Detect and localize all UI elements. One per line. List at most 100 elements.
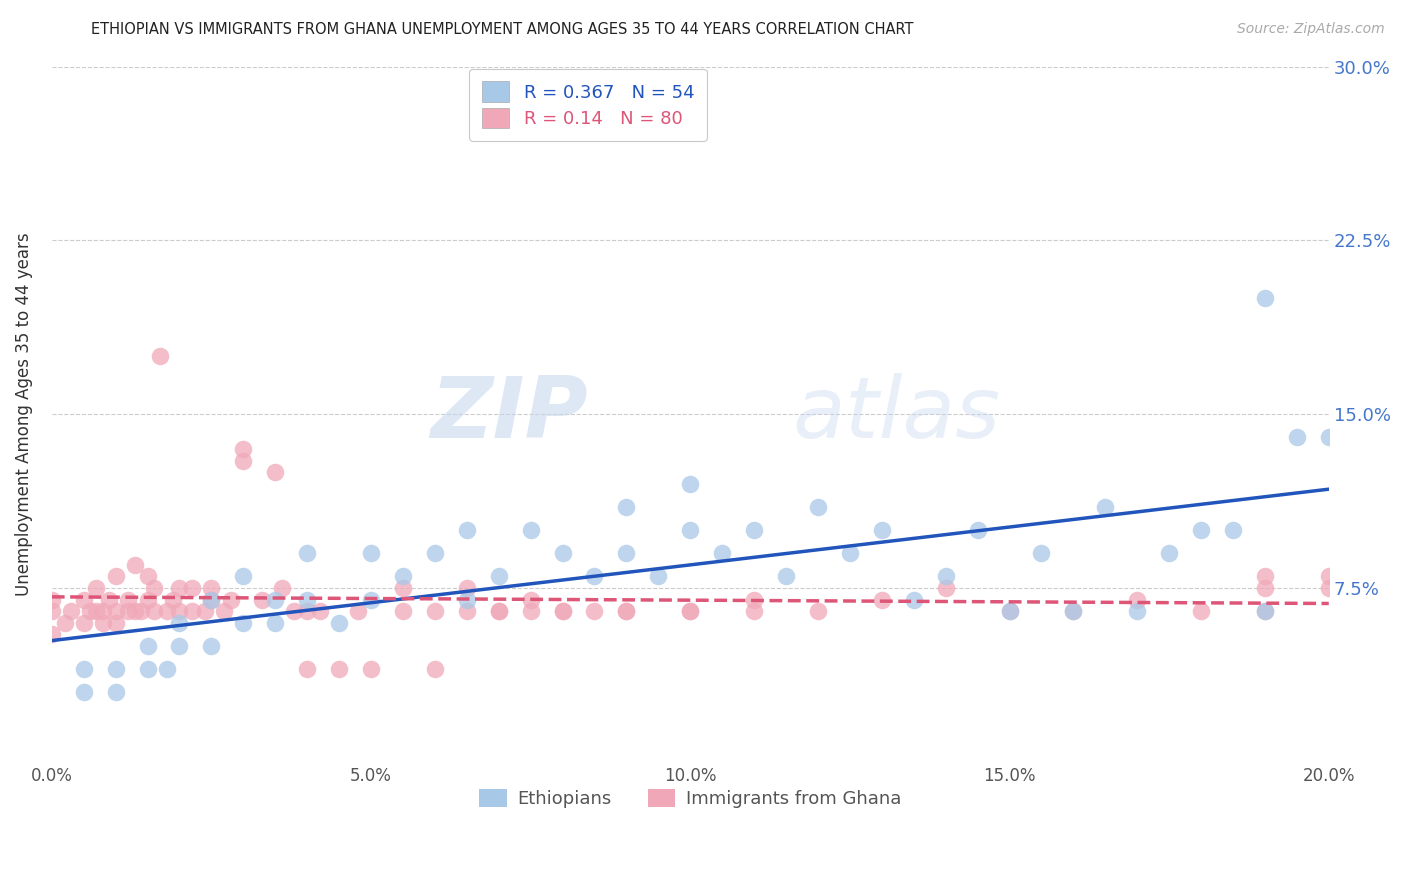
Point	[870, 523, 893, 537]
Point	[1126, 592, 1149, 607]
Point	[1159, 546, 1181, 560]
Point	[264, 465, 287, 479]
Point	[149, 349, 172, 363]
Point	[73, 615, 96, 630]
Point	[1317, 430, 1340, 444]
Point	[200, 592, 222, 607]
Point	[742, 523, 765, 537]
Point	[966, 523, 988, 537]
Point	[309, 604, 332, 618]
Point	[1189, 604, 1212, 618]
Point	[136, 639, 159, 653]
Point	[935, 581, 957, 595]
Point	[807, 604, 830, 618]
Point	[59, 604, 82, 618]
Point	[295, 662, 318, 676]
Point	[124, 558, 146, 572]
Point	[252, 592, 274, 607]
Point	[136, 592, 159, 607]
Point	[423, 662, 446, 676]
Text: ZIP: ZIP	[430, 373, 588, 456]
Point	[91, 604, 114, 618]
Point	[104, 569, 127, 583]
Point	[1126, 604, 1149, 618]
Point	[519, 604, 541, 618]
Point	[935, 569, 957, 583]
Point	[104, 662, 127, 676]
Point	[124, 604, 146, 618]
Point	[169, 615, 191, 630]
Point	[488, 569, 510, 583]
Point	[295, 546, 318, 560]
Text: atlas: atlas	[793, 373, 1001, 456]
Y-axis label: Unemployment Among Ages 35 to 44 years: Unemployment Among Ages 35 to 44 years	[15, 233, 32, 596]
Point	[283, 604, 305, 618]
Point	[73, 685, 96, 699]
Point	[1254, 291, 1277, 305]
Point	[328, 615, 350, 630]
Point	[998, 604, 1021, 618]
Point	[616, 604, 638, 618]
Point	[347, 604, 370, 618]
Point	[181, 581, 204, 595]
Point	[232, 453, 254, 467]
Point	[1189, 523, 1212, 537]
Point	[392, 581, 415, 595]
Point	[1222, 523, 1244, 537]
Point	[156, 604, 179, 618]
Point	[264, 615, 287, 630]
Point	[104, 685, 127, 699]
Point	[1317, 569, 1340, 583]
Point	[488, 604, 510, 618]
Point	[1254, 604, 1277, 618]
Point	[200, 592, 222, 607]
Point	[519, 523, 541, 537]
Point	[679, 523, 702, 537]
Point	[232, 615, 254, 630]
Point	[488, 604, 510, 618]
Point	[129, 604, 152, 618]
Point	[1317, 581, 1340, 595]
Point	[73, 662, 96, 676]
Point	[775, 569, 797, 583]
Point	[169, 604, 191, 618]
Point	[360, 662, 382, 676]
Point	[162, 592, 184, 607]
Point	[360, 592, 382, 607]
Point	[711, 546, 734, 560]
Point	[232, 569, 254, 583]
Point	[870, 592, 893, 607]
Point	[1094, 500, 1116, 514]
Text: Source: ZipAtlas.com: Source: ZipAtlas.com	[1237, 22, 1385, 37]
Point	[742, 592, 765, 607]
Point	[169, 639, 191, 653]
Point	[91, 615, 114, 630]
Point	[742, 604, 765, 618]
Point	[838, 546, 860, 560]
Point	[551, 604, 574, 618]
Point	[998, 604, 1021, 618]
Point	[1062, 604, 1084, 618]
Text: ETHIOPIAN VS IMMIGRANTS FROM GHANA UNEMPLOYMENT AMONG AGES 35 TO 44 YEARS CORREL: ETHIOPIAN VS IMMIGRANTS FROM GHANA UNEMP…	[91, 22, 914, 37]
Point	[169, 581, 191, 595]
Point	[79, 604, 101, 618]
Point	[295, 592, 318, 607]
Point	[360, 546, 382, 560]
Point	[616, 500, 638, 514]
Point	[104, 604, 127, 618]
Point	[583, 604, 606, 618]
Point	[647, 569, 669, 583]
Point	[551, 546, 574, 560]
Point	[270, 581, 292, 595]
Point	[98, 592, 121, 607]
Point	[86, 604, 108, 618]
Point	[1031, 546, 1053, 560]
Point	[616, 604, 638, 618]
Point	[73, 592, 96, 607]
Point	[232, 442, 254, 456]
Point	[219, 592, 242, 607]
Point	[807, 500, 830, 514]
Point	[423, 604, 446, 618]
Point	[1254, 604, 1277, 618]
Point	[679, 604, 702, 618]
